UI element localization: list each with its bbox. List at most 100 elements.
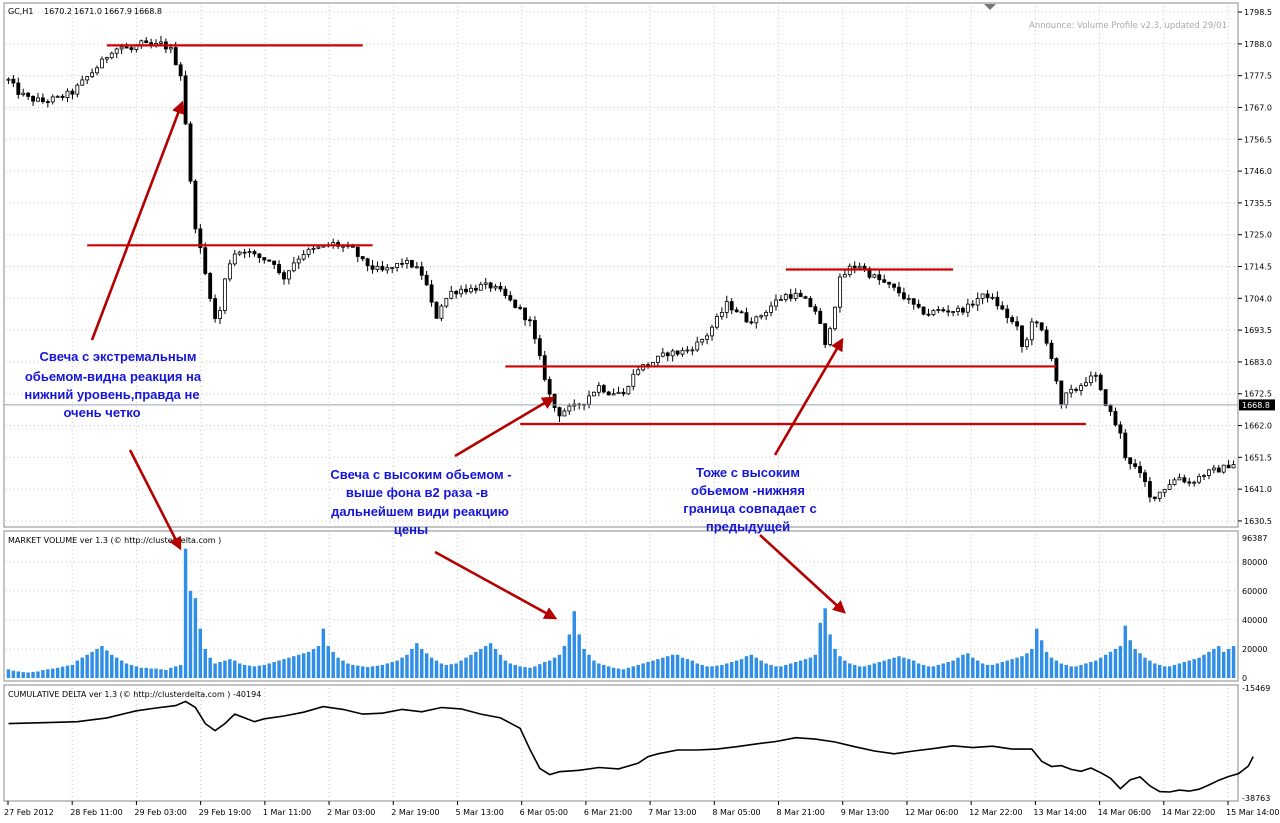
volume-bar xyxy=(867,664,872,678)
volume-bar xyxy=(46,669,50,678)
volume-bar xyxy=(164,670,168,678)
price-tick-label: 1798.5 xyxy=(1244,8,1272,17)
volume-bar xyxy=(562,646,567,678)
candle-body xyxy=(1108,405,1113,412)
volume-bar xyxy=(611,667,616,678)
volume-bar xyxy=(297,654,301,678)
volume-bar xyxy=(100,646,104,678)
volume-bar xyxy=(139,667,144,678)
candle-body xyxy=(882,279,887,283)
volume-bar xyxy=(503,660,508,678)
candle-body xyxy=(1182,477,1187,483)
volume-bar xyxy=(474,651,478,678)
time-tick-label: 14 Mar 22:00 xyxy=(1162,808,1215,817)
candle-body xyxy=(675,350,680,355)
volume-bar xyxy=(656,659,660,678)
candle-body xyxy=(173,47,178,66)
arrow-to-extreme-candle xyxy=(90,100,185,341)
volume-bar xyxy=(1113,648,1118,678)
volume-bar xyxy=(936,664,941,678)
volume-bar xyxy=(921,664,926,678)
candle-body xyxy=(759,315,764,318)
candle-body xyxy=(1049,342,1054,359)
candle-body xyxy=(897,286,901,294)
time-tick-label: 12 Mar 06:00 xyxy=(905,808,958,817)
candle-body xyxy=(1113,411,1118,426)
volume-bar xyxy=(119,660,124,678)
volume-bar xyxy=(582,648,586,678)
volume-bar xyxy=(877,662,882,678)
svg-text:обьемом -нижняя: обьемом -нижняя xyxy=(691,483,805,498)
candle-body xyxy=(537,338,542,357)
volume-bar xyxy=(587,654,591,678)
volume-bar xyxy=(213,663,217,678)
candle-body xyxy=(444,297,449,307)
volume-bar xyxy=(690,660,695,678)
volume-bar xyxy=(577,634,581,678)
volume-bar xyxy=(247,665,252,678)
candle-body xyxy=(715,316,719,328)
ohlc-high: 1671.0 xyxy=(74,7,102,16)
volume-bar xyxy=(144,667,148,678)
volume-bar xyxy=(705,666,709,678)
volume-bar xyxy=(1153,663,1157,678)
volume-bar xyxy=(912,660,916,678)
candle-body xyxy=(1162,489,1167,493)
candle-body xyxy=(916,303,921,308)
price-panel-frame xyxy=(3,2,1239,528)
candle-body xyxy=(286,270,291,280)
volume-bar xyxy=(95,648,99,678)
candle-body xyxy=(946,310,951,313)
volume-bar xyxy=(331,651,335,678)
candle-body xyxy=(1216,467,1221,473)
time-tick-label: 1 Mar 11:00 xyxy=(263,808,311,817)
candle-body xyxy=(700,338,705,343)
candle-body xyxy=(198,228,203,249)
candle-body xyxy=(1093,374,1098,377)
price-tick-label: 1704.0 xyxy=(1244,294,1272,303)
volume-bar xyxy=(862,666,867,678)
volume-bar xyxy=(80,657,84,678)
candle-body xyxy=(931,310,936,315)
candle-body xyxy=(513,299,518,308)
volume-bar xyxy=(1148,660,1152,678)
candle-body xyxy=(109,52,114,59)
volume-bar xyxy=(749,654,754,678)
price-tick-label: 1735.5 xyxy=(1244,199,1272,208)
candle-body xyxy=(926,313,931,316)
svg-text:обьемом-видна реакция на: обьемом-видна реакция на xyxy=(25,369,202,384)
volume-bar xyxy=(818,622,822,678)
volume-bar xyxy=(1187,660,1191,678)
candle-body xyxy=(114,48,119,54)
candle-body xyxy=(296,258,301,264)
candle-body xyxy=(862,265,867,270)
volume-bar xyxy=(277,660,281,678)
candle-body xyxy=(227,263,232,280)
volume-bar xyxy=(572,611,576,678)
candle-body xyxy=(95,67,99,74)
candle-body xyxy=(262,257,267,261)
svg-text:нижний уровень,правда не: нижний уровень,правда не xyxy=(24,387,199,402)
candle-body xyxy=(370,265,375,270)
volume-bar xyxy=(1133,648,1137,678)
arrow-to-high-volume-bar xyxy=(434,550,558,620)
volume-bar xyxy=(346,663,350,678)
time-tick-label: 8 Mar 21:00 xyxy=(777,808,825,817)
candle-body xyxy=(70,90,75,95)
volume-bar xyxy=(208,657,212,678)
price-tick-label: 1714.5 xyxy=(1244,263,1272,272)
candle-body xyxy=(11,78,16,84)
candle-body xyxy=(1005,308,1010,318)
time-tick-label: 29 Feb 03:00 xyxy=(134,808,186,817)
candle-body xyxy=(626,385,631,395)
volume-bar xyxy=(813,654,818,678)
volume-bar xyxy=(833,648,837,678)
volume-bar xyxy=(65,665,70,678)
candle-body xyxy=(272,260,277,265)
volume-bar xyxy=(523,667,527,678)
delta-tick-label: -15469 xyxy=(1242,684,1270,693)
volume-bar xyxy=(1172,664,1177,678)
volume-bar xyxy=(651,660,655,678)
volume-bar xyxy=(695,663,699,678)
volume-bar xyxy=(808,657,813,678)
